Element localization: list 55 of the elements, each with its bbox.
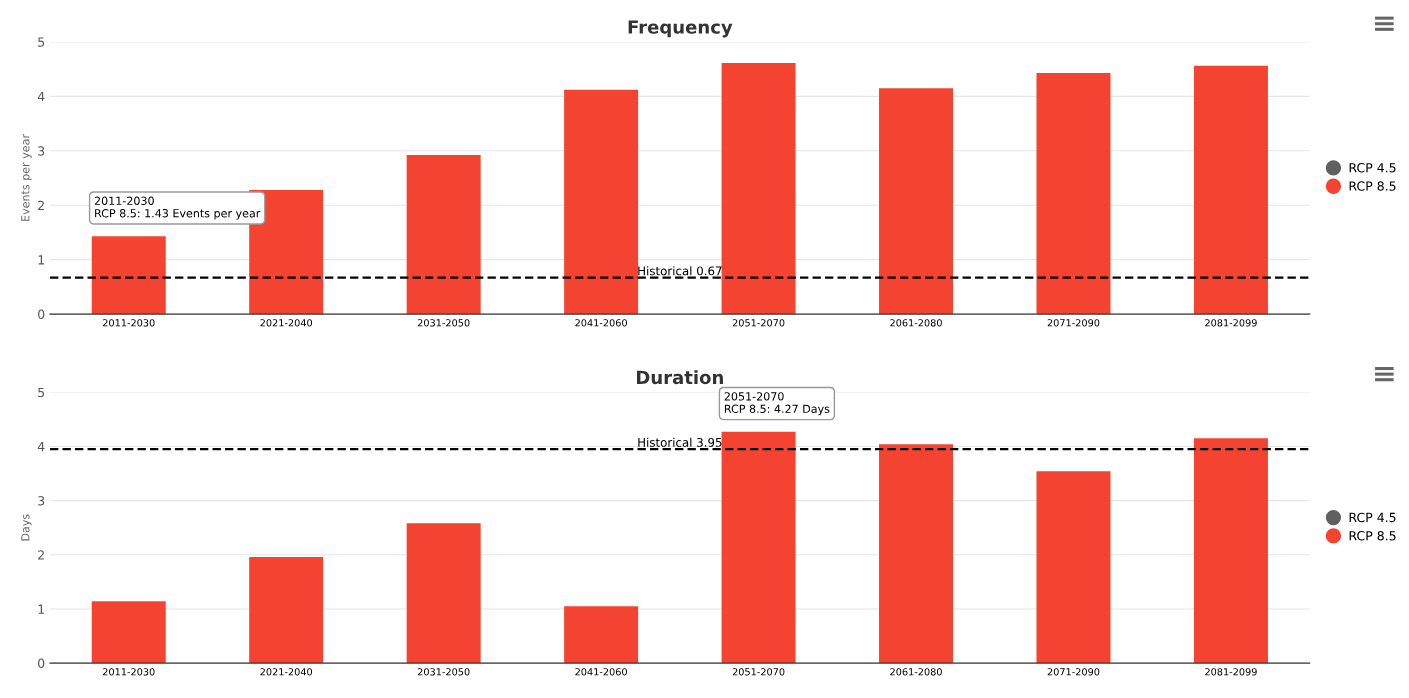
y-tick-label: 5	[38, 387, 45, 398]
y-tick-label: 4	[37, 442, 45, 452]
y-tick-label: 0	[38, 658, 45, 669]
bar	[721, 63, 796, 315]
legend-label: RCP 8.5	[1349, 181, 1396, 191]
legend-label: RCP 4.5	[1349, 512, 1396, 523]
ref-line-label: Historical 3.95	[638, 437, 722, 447]
annotation: 2011-2030 RCP 8.5: 1.43 Events per year	[94, 196, 261, 220]
x-tick-label: 2021-2040	[260, 668, 313, 676]
legend-label: RCP 4.5	[1349, 162, 1396, 173]
legend-label: RCP 8.5	[1349, 531, 1396, 541]
x-tick-label: 2061-2080	[890, 319, 942, 327]
bar	[406, 523, 481, 664]
chart-title: Duration	[637, 370, 723, 385]
x-tick-label: 2051-2070	[732, 319, 785, 327]
y-axis-title: Events per year	[21, 134, 32, 221]
x-tick-label: 2051-2070	[732, 668, 785, 676]
bar	[249, 556, 324, 664]
x-tick-label: 2021-2040	[260, 319, 313, 327]
y-tick-label: 2	[38, 200, 44, 210]
y-tick-label: 3	[38, 146, 45, 156]
bar	[406, 155, 481, 315]
y-tick-label: 1	[38, 255, 44, 265]
bar	[879, 88, 954, 315]
y-tick-label: 5	[38, 37, 45, 47]
y-tick-label: 3	[38, 496, 45, 506]
x-tick-label: 2041-2060	[575, 319, 627, 327]
bar	[564, 606, 639, 664]
x-tick-label: 2011-2030	[102, 668, 155, 676]
x-tick-label: 2071-2090	[1047, 319, 1100, 327]
x-tick-label: 2011-2030	[102, 319, 155, 327]
bar	[564, 89, 639, 315]
annotation: 2051-2070 RCP 8.5: 4.27 Days	[724, 392, 830, 416]
ref-line-label: Historical 0.67	[638, 266, 722, 276]
bar	[91, 601, 166, 664]
bar	[879, 444, 954, 664]
bar	[721, 431, 796, 664]
bar	[1036, 471, 1111, 664]
x-tick-label: 2041-2060	[575, 668, 627, 676]
y-tick-label: 0	[38, 309, 45, 320]
y-tick-label: 1	[38, 604, 44, 614]
bar	[1036, 72, 1111, 315]
x-tick-label: 2071-2090	[1047, 668, 1100, 676]
x-tick-label: 2081-2099	[1205, 319, 1257, 327]
y-axis-title: Days	[21, 514, 32, 541]
x-tick-label: 2061-2080	[890, 668, 942, 676]
y-tick-label: 4	[37, 91, 45, 102]
bar	[91, 236, 166, 315]
x-tick-label: 2031-2050	[417, 668, 470, 676]
x-tick-label: 2031-2050	[417, 319, 470, 327]
x-tick-label: 2081-2099	[1205, 668, 1257, 676]
y-tick-label: 2	[38, 550, 44, 560]
bar	[1193, 65, 1268, 315]
bar	[1193, 438, 1268, 664]
chart-title: Frequency	[628, 20, 733, 38]
